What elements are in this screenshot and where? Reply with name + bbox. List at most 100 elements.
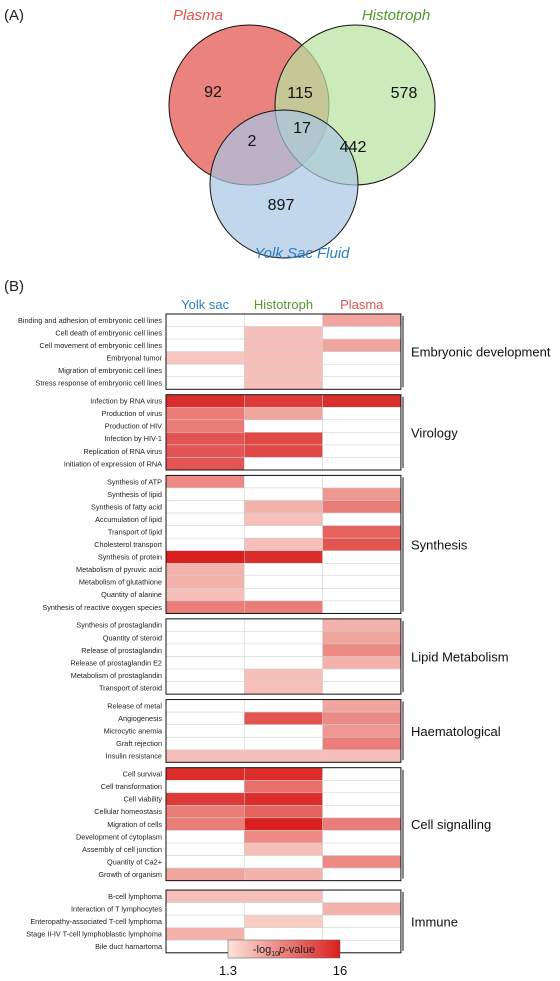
heatmap-cell (165, 830, 245, 844)
heatmap-cell (244, 457, 323, 471)
column-header-3: Plasma (340, 297, 384, 312)
venn-circle-yolk-sac (209, 109, 359, 259)
heatmap-cell (322, 643, 402, 657)
heatmap-cell (165, 326, 245, 340)
heatmap-cell (322, 867, 402, 881)
heatmap-cell (244, 830, 323, 844)
heatmap-cell (244, 444, 323, 458)
group-border (165, 767, 402, 882)
heatmap-cell (165, 914, 245, 928)
venn-label-yolk-sac: Yolk Sac Fluid (254, 245, 350, 262)
row-label: Synthesis of prostaglandin (76, 621, 162, 630)
heatmap-cell (165, 537, 245, 551)
heatmap-cell (322, 457, 402, 471)
row-label: Synthesis of lipid (107, 490, 162, 499)
heatmap-cell (165, 575, 245, 589)
heatmap-cell (165, 600, 245, 614)
venn-label-plasma: Plasma (173, 7, 223, 24)
heatmap-cell (322, 475, 402, 489)
colorbar: -log10p-value 1.3 16 (219, 939, 347, 978)
row-label: Stage II-IV T-cell lymphoblastic lymphom… (26, 930, 163, 939)
row-label: Cell survival (123, 770, 163, 779)
heatmap-cell (244, 668, 323, 682)
row-label: Initiation of expression of RNA (64, 459, 162, 468)
heatmap-cell (244, 432, 323, 446)
venn-diagram: Plasma Histotroph Yolk Sac Fluid 92 115 … (168, 7, 436, 262)
row-label: Angiogenesis (118, 714, 162, 723)
heatmap-cell (322, 830, 402, 844)
venn-label-histotroph: Histotroph (362, 7, 430, 24)
heatmap-cell (244, 711, 323, 725)
heatmap-cell (165, 681, 245, 695)
heatmap-cell (322, 338, 402, 352)
group-label: Virology (411, 425, 458, 440)
heatmap-cell (165, 394, 245, 408)
heatmap-cell (322, 618, 402, 632)
heatmap-cell (244, 842, 323, 856)
venn-count-histotroph-yolk: 442 (340, 139, 367, 156)
group-label: Immune (411, 914, 458, 929)
heatmap-cell (322, 550, 402, 564)
heatmap-group: Cell survival Cell transformation Cell via… (76, 767, 491, 882)
heatmap-cell (165, 525, 245, 539)
row-label: Cellular homeostasis (94, 807, 162, 816)
row-label: Synthesis of fatty acid (91, 502, 162, 511)
heatmap-cell (322, 394, 402, 408)
heatmap-cell (244, 407, 323, 421)
heatmap-cell (322, 419, 402, 433)
row-label: Growth of organism (98, 870, 162, 879)
row-label: Transport of steroid (99, 683, 162, 692)
heatmap-cell (322, 681, 402, 695)
row-label: Graft rejection (116, 739, 162, 748)
heatmap-cell (322, 792, 402, 806)
heatmap-cell (165, 432, 245, 446)
heatmap-cell (165, 376, 245, 390)
row-label: Metabolism of prostaglandin (71, 671, 162, 680)
heatmap-cell (165, 842, 245, 856)
row-label: Production of virus (102, 409, 163, 418)
group-label: Synthesis (411, 537, 468, 552)
heatmap-cell (244, 563, 323, 577)
heatmap-cell (244, 927, 323, 941)
row-label: Cell movement of embryonic cell lines (40, 341, 163, 350)
row-label: Replication of RNA virus (83, 447, 162, 456)
heatmap-cell (165, 792, 245, 806)
heatmap-cell (244, 600, 323, 614)
row-label: Stress response of embryonic cell lines (35, 379, 162, 388)
heatmap: Yolk sac Histotroph Plasma Binding and adhe… (18, 297, 551, 954)
heatmap-cell (244, 681, 323, 695)
group-label: Cell signalling (411, 817, 491, 832)
heatmap-cell (244, 537, 323, 551)
heatmap-cell (244, 313, 323, 327)
heatmap-cell (244, 363, 323, 378)
row-label: Interaction of T lymphocytes (71, 904, 162, 913)
heatmap-cell (165, 444, 245, 458)
heatmap-cell (244, 749, 323, 763)
heatmap-cell (244, 724, 323, 738)
heatmap-cell (244, 792, 323, 806)
heatmap-cell (165, 902, 245, 916)
heatmap-group: Release of metal Angiogenesis Microcytic a… (104, 699, 501, 763)
row-label: Enteropathy-associated T-cell lymphoma (30, 917, 163, 926)
row-label: Metabolism of pyruvic acid (76, 565, 162, 574)
group-border (165, 474, 402, 614)
colorbar-title-italic: p (278, 944, 285, 956)
heatmap-cell (244, 500, 323, 514)
row-label: Migration of embryonic cell lines (58, 366, 162, 375)
heatmap-cell (165, 668, 245, 682)
row-label: Assembly of cell junction (82, 845, 162, 854)
heatmap-group: Synthesis of ATP Synthesis of lipid Synthe… (42, 474, 468, 614)
row-label: Insulin resistance (106, 752, 162, 761)
heatmap-cell (165, 855, 245, 869)
column-header-2: Histotroph (254, 297, 313, 312)
row-label: Transport of lipid (108, 527, 162, 536)
heatmap-cell (244, 656, 323, 670)
row-label: Cholesterol transport (94, 540, 162, 549)
colorbar-title-prefix: -log (253, 944, 271, 956)
heatmap-cell (165, 475, 245, 489)
heatmap-cell (244, 902, 323, 916)
panel-b-label: (B) (4, 278, 24, 295)
group-label: Embryonic development (411, 345, 551, 360)
heatmap-cell (244, 512, 323, 526)
